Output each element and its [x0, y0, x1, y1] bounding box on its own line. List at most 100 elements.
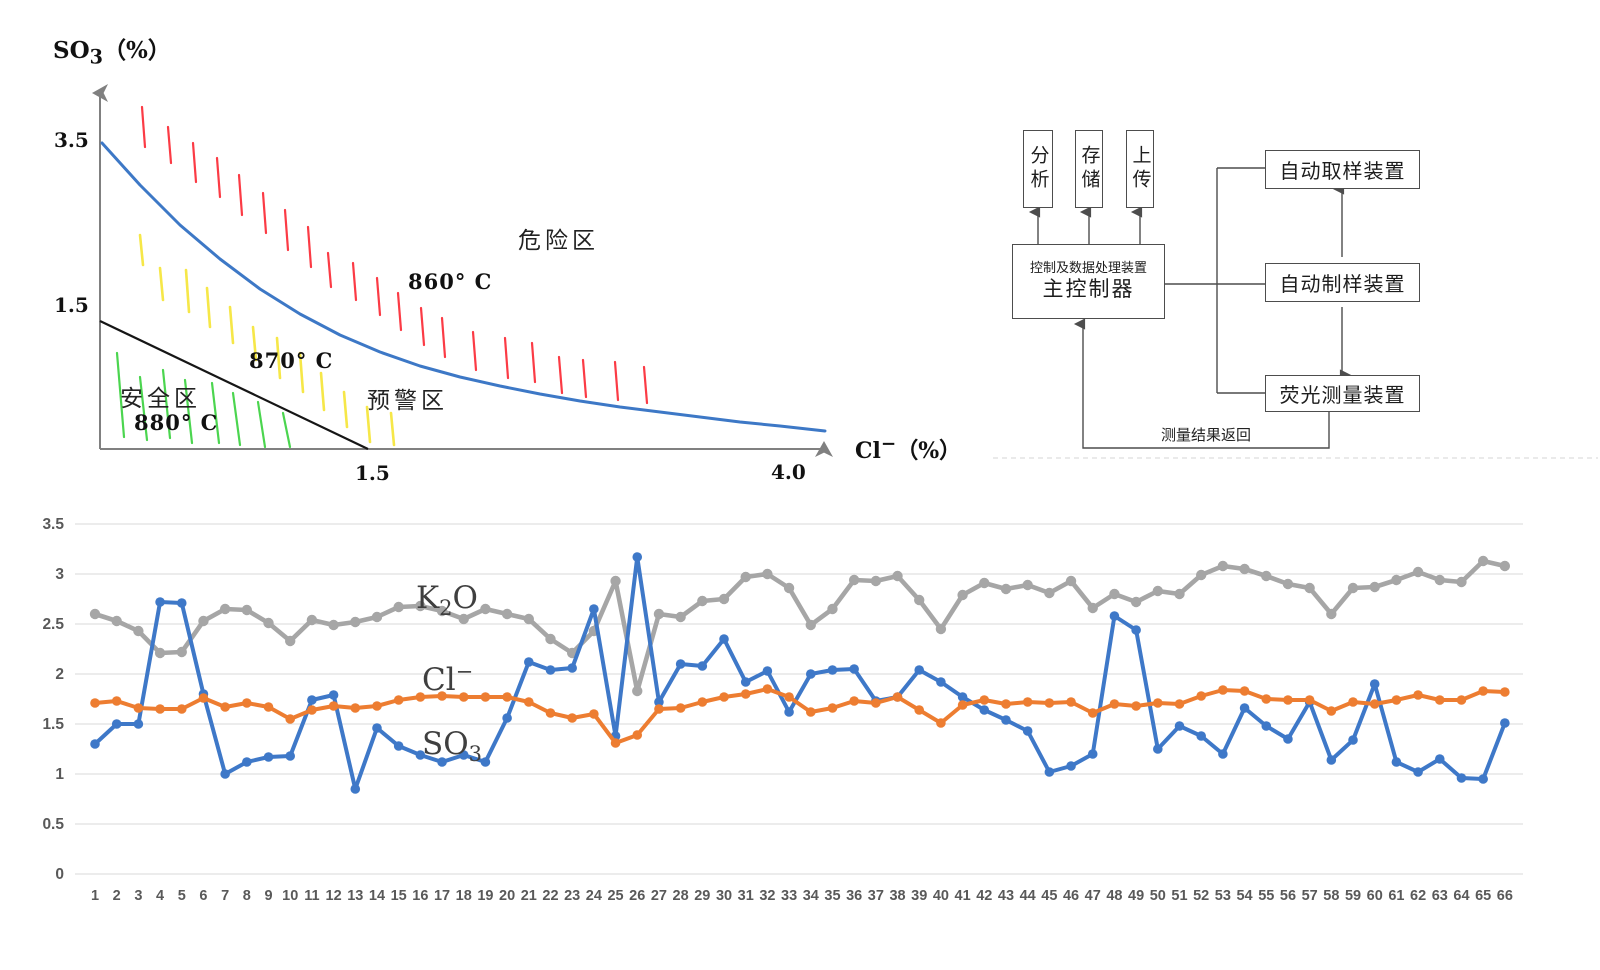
K2O-point	[523, 613, 534, 625]
x-tick-label: 11	[304, 888, 319, 904]
x-tick-label: 36	[846, 888, 862, 904]
x-tick-label: 17	[434, 888, 450, 904]
Cl−-point	[1109, 699, 1120, 709]
upload-box: 上传	[1126, 130, 1154, 208]
x-tick-label: 31	[738, 888, 754, 904]
K2O-point	[393, 601, 404, 613]
SO3-point	[1283, 734, 1293, 744]
Cl−-point	[589, 709, 599, 719]
danger-zone-label: 危险区	[518, 227, 599, 253]
Cl−-point	[957, 700, 968, 710]
x-tick-label: 24	[586, 888, 602, 904]
SO3-point	[1153, 744, 1163, 754]
x-tick-label: 35	[824, 888, 840, 904]
K2O-point	[306, 614, 318, 626]
isotherm-870-label: 870° C	[249, 348, 334, 373]
K2O-point	[1174, 588, 1185, 600]
x-tick-label: 61	[1388, 888, 1404, 904]
Cl−-point	[1087, 708, 1098, 718]
x-tick-label: 4	[156, 888, 164, 904]
x-tick-label: 42	[976, 888, 992, 904]
Cl−-point	[176, 704, 187, 714]
K2O-point	[415, 600, 426, 612]
timeseries-chart: 0 0.5 1 1.5 2 2.5 3 3.5 1 2 3 4 5 6 7 8 9 10 11 12 13 14 15 16 1…	[28, 502, 1583, 957]
Cl−-point	[285, 714, 296, 724]
K2O-point	[1434, 574, 1445, 586]
x-tick-label: 3	[134, 888, 142, 904]
K2O-point	[762, 568, 773, 580]
SO3-point	[1001, 715, 1011, 725]
K2O-point	[870, 575, 882, 587]
series-label-cl: Cl−	[422, 659, 474, 698]
SO3-point	[827, 665, 838, 675]
x-tick-label: 51	[1171, 888, 1187, 904]
x-tick-label: 20	[499, 888, 515, 904]
Cl−-point	[805, 707, 816, 717]
flow-diagram: 分析 存储 上传 控制及数据处理装置 主控制器 自动取样装置 自动制样装置 荧光…	[990, 100, 1600, 480]
K2O-point	[1261, 570, 1272, 582]
K2O-point	[697, 595, 708, 607]
K2O-point	[1456, 576, 1467, 588]
SO3-point	[155, 597, 165, 607]
SO3-point	[697, 661, 708, 671]
Cl−-point	[111, 696, 122, 706]
K2O-point	[241, 604, 253, 616]
series-k2o	[89, 555, 1511, 697]
Cl−-point	[415, 692, 426, 702]
K2O-point	[1000, 583, 1012, 595]
SO3-point	[176, 598, 187, 608]
zone-chart-y-axis-title: SO3（%）	[53, 37, 171, 69]
Cl−-point	[328, 701, 339, 711]
safe-zone-label: 安全区	[120, 385, 201, 411]
K2O-point	[501, 608, 513, 620]
SO3-point	[719, 634, 729, 644]
Cl−-point	[1131, 701, 1141, 711]
K2O-point	[653, 608, 665, 620]
K2O-point	[783, 582, 795, 594]
Cl−-point	[1022, 697, 1033, 707]
x-tick-label: 55	[1258, 888, 1274, 904]
x-tick-label: 38	[889, 888, 905, 904]
SO3-point	[849, 664, 859, 674]
K2O-point	[914, 594, 925, 606]
K2O-point	[1326, 608, 1337, 620]
return-path	[1073, 318, 1330, 449]
K2O-point	[632, 685, 643, 697]
Cl−-point	[675, 703, 686, 713]
Cl−-point	[1434, 695, 1445, 705]
SO3-point	[784, 707, 794, 717]
SO3-point	[589, 604, 599, 614]
Cl−-point	[1066, 697, 1076, 707]
x-tick-label: 25	[607, 888, 623, 904]
x-tick-label: 21	[521, 888, 537, 904]
x-tick-label: 9	[264, 888, 272, 904]
K2O-point	[89, 608, 101, 620]
K2O-line	[94, 558, 1506, 694]
x-tick-label: 33	[781, 888, 797, 904]
K2O-point	[1282, 578, 1294, 590]
series-cl	[90, 684, 1510, 748]
SO3-point	[567, 663, 577, 673]
Cl−-point	[1261, 694, 1272, 704]
Cl−-point	[220, 702, 230, 712]
x-tick-label: 40	[933, 888, 949, 904]
K2O-point	[176, 646, 187, 658]
K2O-point	[610, 575, 621, 587]
Cl−-point	[1478, 686, 1488, 696]
SO3-point	[957, 692, 968, 702]
zone-chart-ytick-3-5: 3.5	[54, 128, 89, 152]
x-tick-label: 32	[759, 888, 775, 904]
Cl−-point	[1500, 687, 1510, 697]
Cl−-point	[263, 702, 274, 712]
SO3-point	[372, 723, 382, 733]
x-tick-label: 54	[1236, 888, 1252, 904]
SO3-point	[328, 690, 339, 700]
SO3-point	[242, 757, 252, 767]
K2O-point	[1217, 560, 1229, 572]
x-tick-label: 65	[1475, 888, 1491, 904]
series-so3	[90, 552, 1510, 794]
x-tick-label: 43	[998, 888, 1014, 904]
K2O-point	[718, 593, 730, 605]
K2O-point	[458, 613, 469, 625]
x-tick-label: 6	[199, 888, 207, 904]
